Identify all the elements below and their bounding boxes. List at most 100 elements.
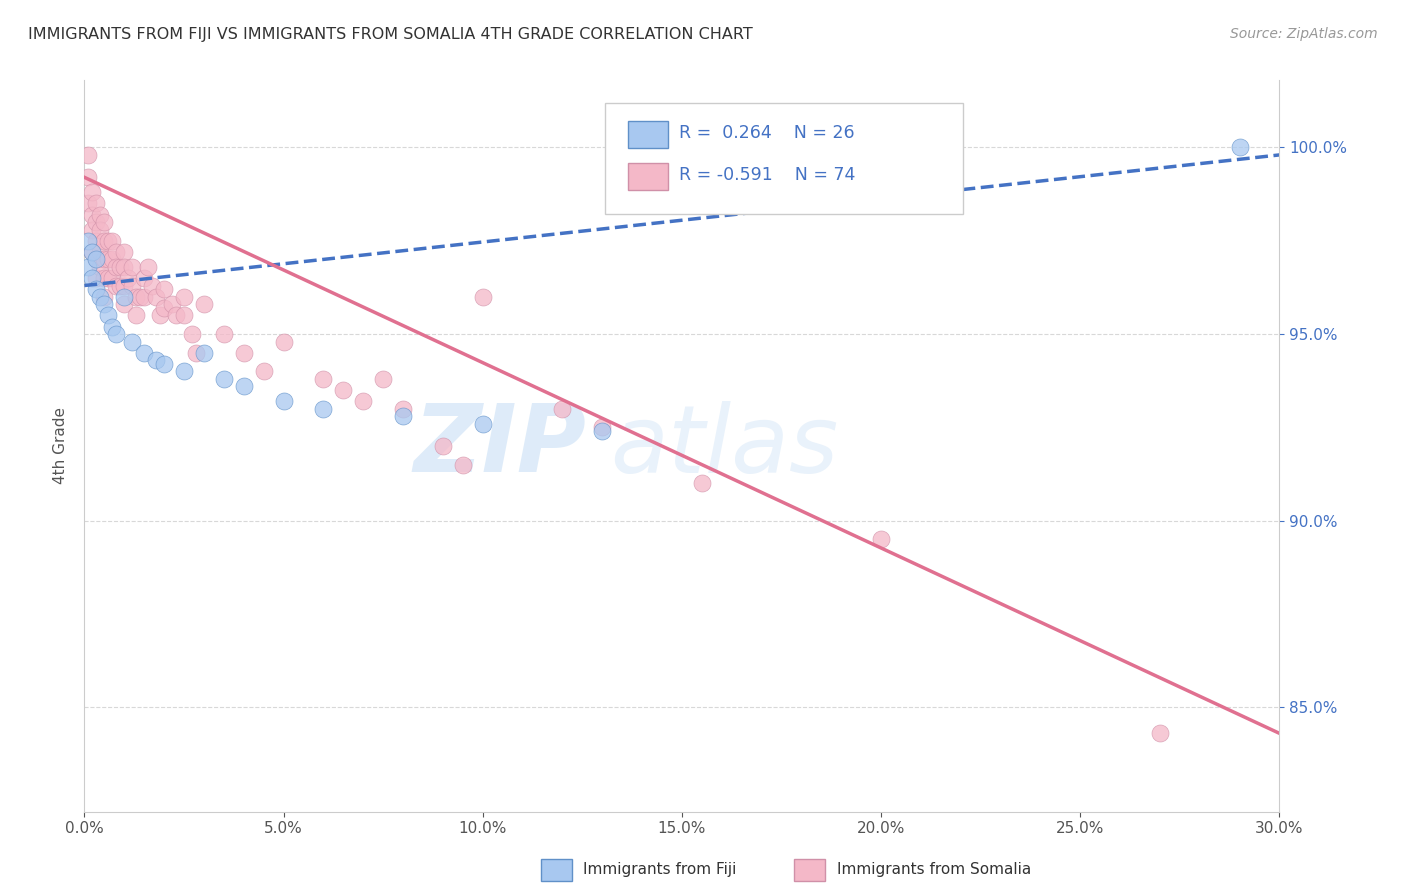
Point [173,309,195,323]
Point [82,271,104,285]
Point [471,290,494,304]
Point [112,244,135,259]
Point [112,278,135,293]
Point [105,244,128,259]
Point [82,244,104,259]
Point [93,297,115,311]
Text: ZIP: ZIP [413,400,586,492]
Point [551,401,574,416]
Point [273,394,295,409]
Text: IMMIGRANTS FROM FIJI VS IMMIGRANTS FROM SOMALIA 4TH GRADE CORRELATION CHART: IMMIGRANTS FROM FIJI VS IMMIGRANTS FROM … [28,27,752,42]
Point [373,372,395,386]
Point [153,357,176,371]
Point [232,345,254,359]
Point [132,271,156,285]
Point [86,196,108,211]
Point [132,290,156,304]
Point [591,420,613,434]
Point [136,260,159,274]
Point [86,234,108,248]
Point [97,234,120,248]
Point [101,252,124,267]
Point [93,252,115,267]
Point [471,417,494,431]
Point [112,260,135,274]
Text: R =  0.264    N = 26: R = 0.264 N = 26 [679,124,855,142]
Point [117,271,139,285]
Point [82,186,104,200]
Point [212,372,235,386]
Point [392,401,415,416]
Point [1229,140,1251,154]
Point [89,222,111,236]
Point [86,271,108,285]
Point [145,290,167,304]
Point [93,271,115,285]
Point [105,278,128,293]
Point [93,215,115,229]
Point [184,345,207,359]
Point [77,234,100,248]
Text: Immigrants from Fiji: Immigrants from Fiji [583,863,737,877]
Point [77,148,100,162]
Point [193,345,215,359]
Point [97,271,120,285]
Point [141,278,163,293]
Point [690,476,713,491]
Point [451,458,474,472]
Point [432,439,454,453]
Point [93,234,115,248]
Point [93,290,115,304]
Point [105,260,128,274]
Point [312,401,335,416]
Point [86,215,108,229]
Point [89,290,111,304]
Point [125,309,148,323]
Point [112,290,135,304]
Point [97,252,120,267]
Point [160,297,183,311]
Point [193,297,215,311]
Point [77,196,100,211]
Point [121,260,143,274]
Point [110,260,132,274]
Point [105,326,128,341]
Point [392,409,415,424]
Point [212,326,235,341]
Point [173,364,195,378]
Point [352,394,374,409]
Point [77,260,100,274]
Point [332,383,354,397]
Point [870,533,893,547]
Point [112,297,135,311]
Point [82,208,104,222]
Point [232,379,254,393]
Text: R = -0.591    N = 74: R = -0.591 N = 74 [679,166,855,184]
Point [77,170,100,185]
Point [86,252,108,267]
Point [1149,726,1171,740]
Text: Source: ZipAtlas.com: Source: ZipAtlas.com [1230,27,1378,41]
Point [145,353,167,368]
Point [149,309,172,323]
Point [173,290,195,304]
Point [121,334,143,349]
Point [86,252,108,267]
Point [132,345,156,359]
Point [110,278,132,293]
Point [97,309,120,323]
Point [312,372,335,386]
Point [125,290,148,304]
Point [82,244,104,259]
Text: Immigrants from Somalia: Immigrants from Somalia [837,863,1031,877]
Point [165,309,187,323]
Point [253,364,276,378]
Point [86,282,108,296]
Y-axis label: 4th Grade: 4th Grade [53,408,69,484]
Point [591,424,613,438]
Point [101,319,124,334]
Point [89,244,111,259]
Point [89,208,111,222]
Point [89,260,111,274]
Point [273,334,295,349]
